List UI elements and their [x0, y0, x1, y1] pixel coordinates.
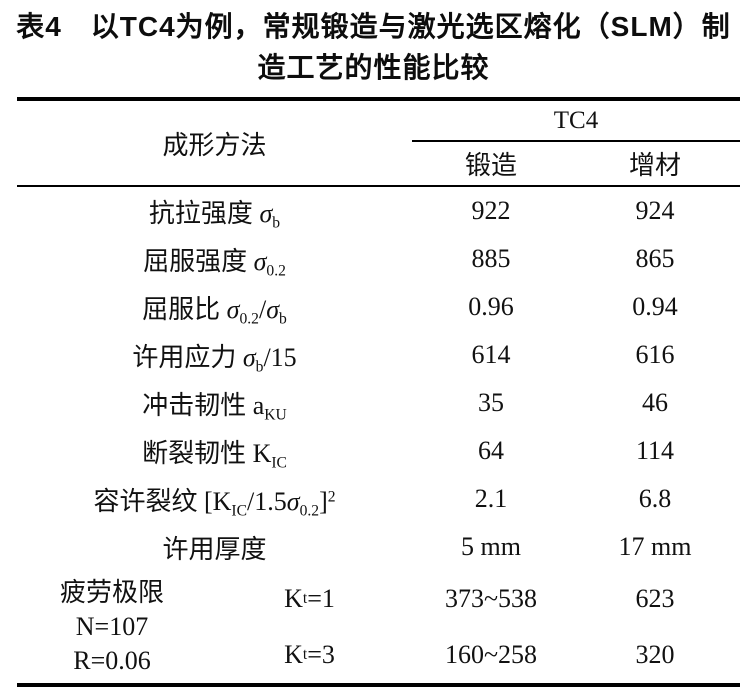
row-value-additive: 865: [635, 244, 675, 273]
table-header: 成形方法 TC4 锻造 增材: [17, 101, 740, 187]
header-group: TC4 锻造 增材: [412, 101, 740, 185]
row-value-forging: 0.96: [468, 292, 514, 321]
row-label: 许用厚度: [162, 534, 267, 564]
row-value-additive: 924: [635, 196, 675, 225]
header-col-forging: 锻造: [464, 151, 517, 180]
row-value-additive: 6.8: [638, 484, 672, 513]
table-row: 许用厚度 5 mm 17 mm: [17, 523, 740, 571]
row-label: 屈服强度 σ0.2: [143, 246, 286, 279]
fatigue-value-additive: 623: [635, 584, 675, 613]
row-value-additive: 114: [635, 436, 675, 465]
header-col-additive: 增材: [628, 151, 681, 180]
table-row: 抗拉强度 σb 922 924: [17, 187, 740, 235]
header-method-cell: 成形方法: [162, 130, 267, 160]
table-rows: 抗拉强度 σb 922 924 屈服强度 σ0.2 885 865 屈服比 σ0…: [17, 187, 740, 571]
properties-table: 成形方法 TC4 锻造 增材 抗拉强度 σb 922 924 屈服强度 σ0.2…: [17, 97, 740, 687]
header-subrow: 锻造 增材: [412, 142, 740, 185]
table-row: 许用应力 σb/15 614 616: [17, 331, 740, 379]
table-title: 表4 以TC4为例，常规锻造与激光选区熔化（SLM）制 造工艺的性能比较: [0, 6, 747, 88]
header-group-label: TC4: [412, 101, 740, 142]
fatigue-value-additive: 320: [635, 640, 675, 669]
row-value-forging: 35: [478, 388, 504, 417]
row-label: 冲击韧性 aKU: [142, 390, 287, 423]
row-label: 抗拉强度 σb: [148, 198, 281, 231]
fatigue-label-line: N=107: [75, 612, 149, 641]
fatigue-label-line: 疲劳极限: [59, 578, 164, 607]
row-label: 许用应力 σb/15: [132, 342, 297, 375]
table-title-line1: 表4 以TC4为例，常规锻造与激光选区熔化（SLM）制: [16, 11, 731, 42]
row-value-forging: 5 mm: [461, 532, 521, 561]
row-value-additive: 616: [635, 340, 675, 369]
row-value-additive: 17 mm: [618, 532, 692, 561]
table-row: 断裂韧性 KIC 64 114: [17, 427, 740, 475]
row-label: 容许裂纹 [KIC/1.5σ0.2]2: [93, 486, 336, 519]
row-value-additive: 0.94: [632, 292, 678, 321]
table-title-line2: 造工艺的性能比较: [257, 52, 490, 83]
row-value-forging: 614: [471, 340, 511, 369]
row-value-forging: 922: [471, 196, 511, 225]
row-value-additive: 46: [642, 388, 668, 417]
row-value-forging: 64: [478, 436, 504, 465]
table-row: 冲击韧性 aKU 35 46: [17, 379, 740, 427]
table-row: 容许裂纹 [KIC/1.5σ0.2]2 2.1 6.8: [17, 475, 740, 523]
row-value-forging: 2.1: [474, 484, 508, 513]
fatigue-additive-column: 623 320: [570, 571, 740, 683]
row-value-forging: 885: [471, 244, 511, 273]
fatigue-label: 疲劳极限 N=107 R=0.06: [17, 571, 207, 683]
fatigue-value-forging: 373~538: [444, 584, 538, 613]
table-row: 屈服比 σ0.2/σb 0.96 0.94: [17, 283, 740, 331]
fatigue-value-forging: 160~258: [444, 640, 538, 669]
row-label: 屈服比 σ0.2/σb: [142, 294, 287, 327]
table-row: 屈服强度 σ0.2 885 865: [17, 235, 740, 283]
fatigue-forging-column: 373~538 160~258: [412, 571, 570, 683]
row-label: 断裂韧性 KIC: [142, 438, 287, 471]
fatigue-label-line: R=0.06: [73, 646, 151, 675]
